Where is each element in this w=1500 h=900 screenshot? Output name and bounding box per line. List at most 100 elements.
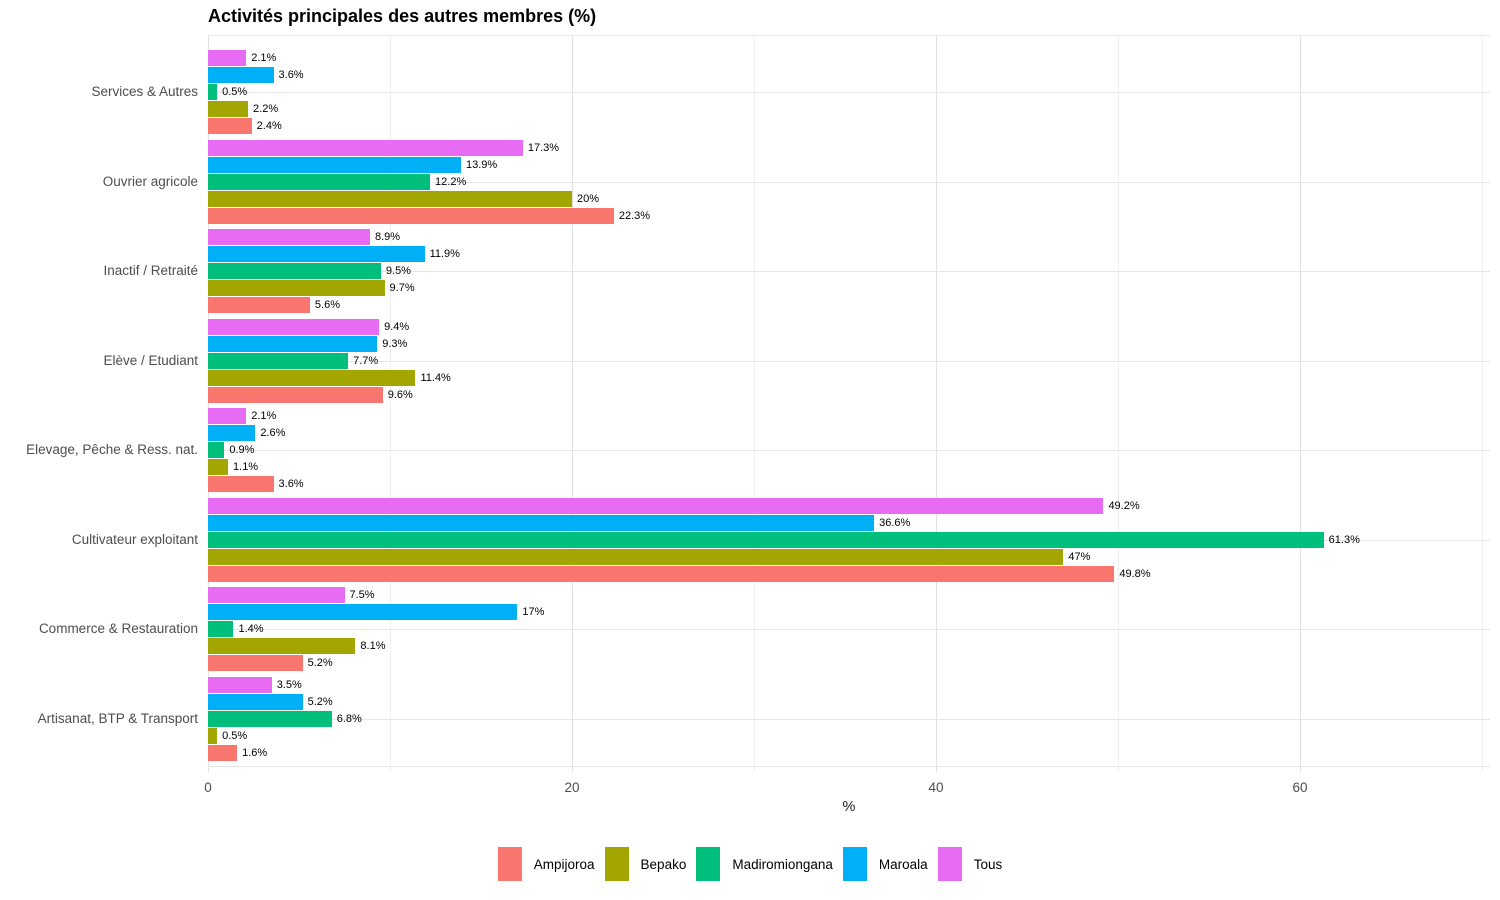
bar-value-label: 2.2% — [253, 103, 279, 115]
legend-item-maroala: Maroala — [842, 847, 928, 881]
chart-title: Activités principales des autres membres… — [208, 6, 597, 26]
bar-maroala-6 — [208, 604, 518, 621]
category-label: Inactif / Retraité — [103, 263, 198, 279]
x-tick-label: 40 — [928, 780, 944, 795]
bar-value-label: 36.6% — [879, 516, 911, 529]
legend-swatch-tous — [937, 847, 962, 881]
bar-maroala-1 — [208, 156, 461, 173]
x-gridline — [936, 35, 937, 772]
bar-value-label: 2.1% — [251, 52, 277, 64]
legend-item-bepako: Bepako — [604, 847, 687, 881]
legend-swatch-madiromiongana — [696, 847, 721, 881]
bar-value-label: 9.6% — [387, 388, 413, 401]
legend-label: Ampijoroa — [533, 856, 595, 872]
x-gridline — [1300, 35, 1301, 772]
bar-value-label: 1.6% — [242, 746, 268, 759]
bar-value-label: 22.3% — [618, 209, 651, 222]
bar-maroala-7 — [208, 693, 303, 710]
x-gridline — [1482, 35, 1483, 772]
legend-swatch-ampijoroa — [497, 847, 522, 881]
bar-tous-3 — [208, 318, 380, 335]
panel-edge-line — [208, 766, 1490, 767]
bar-bepako-3 — [208, 369, 416, 386]
category-label: Elève / Etudiant — [103, 352, 198, 368]
x-tick-label: 60 — [1292, 780, 1308, 795]
category-label: Services & Autres — [91, 84, 198, 99]
legend-item-ampijoroa: Ampijoroa — [497, 847, 595, 881]
bar-value-label: 2.1% — [251, 410, 277, 423]
bar-value-label: 3.6% — [278, 478, 304, 491]
bar-bepako-6 — [208, 638, 356, 655]
bar-bepako-7 — [208, 727, 218, 744]
category-label: Elevage, Pêche & Ress. nat. — [26, 442, 198, 458]
bar-tous-7 — [208, 676, 272, 693]
bar-tous-4 — [208, 408, 247, 425]
y-gridline — [208, 719, 1490, 720]
x-tick-label: 0 — [204, 780, 212, 795]
x-gridline — [208, 35, 209, 772]
bar-ampijoroa-4 — [208, 476, 274, 493]
legend-item-tous: Tous — [937, 847, 1003, 881]
bar-value-label: 3.6% — [278, 69, 304, 81]
bar-maroala-0 — [208, 67, 274, 83]
legend-label: Bepako — [640, 856, 687, 872]
x-gridline — [572, 35, 573, 772]
bar-value-label: 2.4% — [256, 120, 282, 132]
bar-bepako-5 — [208, 548, 1064, 565]
bar-madiromiongana-1 — [208, 173, 431, 190]
bar-value-label: 13.9% — [465, 158, 498, 171]
bar-tous-1 — [208, 139, 523, 156]
bar-ampijoroa-2 — [208, 297, 310, 314]
bar-madiromiongana-7 — [208, 710, 332, 727]
y-gridline — [208, 629, 1490, 630]
bar-value-label: 11.9% — [429, 248, 460, 261]
y-gridline — [208, 450, 1490, 451]
bar-value-label: 47% — [1068, 550, 1091, 563]
legend: Ampijoroa Bepako Madiromiongana Maroala Tous — [0, 844, 1500, 884]
bar-ampijoroa-6 — [208, 655, 303, 672]
bar-value-label: 3.5% — [276, 678, 302, 691]
bar-value-label: 61.3% — [1328, 533, 1360, 546]
legend-label: Tous — [973, 856, 1003, 872]
bar-value-label: 0.9% — [229, 444, 255, 457]
bar-value-label: 1.4% — [238, 623, 264, 636]
bar-maroala-5 — [208, 514, 875, 531]
x-axis-title: % — [842, 799, 856, 815]
bar-maroala-2 — [208, 246, 425, 263]
legend-label: Madiromiongana — [732, 856, 833, 872]
bar-maroala-4 — [208, 425, 256, 442]
y-gridline — [208, 92, 1490, 93]
bar-value-label: 9.5% — [385, 265, 411, 278]
bar-value-label: 17% — [522, 606, 545, 619]
bar-value-label: 5.6% — [314, 299, 340, 312]
bar-value-label: 6.8% — [336, 712, 362, 725]
category-label: Commerce & Restauration — [38, 621, 198, 637]
y-gridline — [208, 361, 1490, 362]
bar-ampijoroa-3 — [208, 386, 383, 403]
bar-madiromiongana-2 — [208, 263, 381, 280]
bar-tous-2 — [208, 229, 370, 246]
y-gridline — [208, 182, 1490, 183]
bar-value-label: 0.5% — [222, 86, 248, 98]
bar-bepako-4 — [208, 459, 229, 476]
bar-ampijoroa-5 — [208, 565, 1115, 582]
legend-swatch-bepako — [604, 847, 629, 881]
category-label: Artisanat, BTP & Transport — [37, 710, 198, 726]
bar-madiromiongana-3 — [208, 352, 349, 369]
bar-value-label: 7.7% — [353, 354, 379, 367]
bar-value-label: 9.4% — [384, 320, 410, 333]
x-gridline — [754, 35, 755, 772]
bar-maroala-3 — [208, 335, 378, 352]
bar-tous-0 — [208, 50, 247, 66]
bar-value-label: 0.5% — [222, 729, 248, 742]
bar-value-label: 49.8% — [1119, 567, 1151, 580]
bar-value-label: 1.1% — [233, 461, 259, 474]
bar-ampijoroa-7 — [208, 744, 238, 761]
bar-value-label: 17.3% — [527, 141, 560, 154]
legend-item-madiromiongana: Madiromiongana — [696, 847, 833, 881]
bar-value-label: 5.2% — [307, 657, 333, 670]
bar-bepako-2 — [208, 280, 385, 297]
bar-value-label: 2.6% — [260, 427, 286, 440]
bar-bepako-1 — [208, 190, 572, 207]
